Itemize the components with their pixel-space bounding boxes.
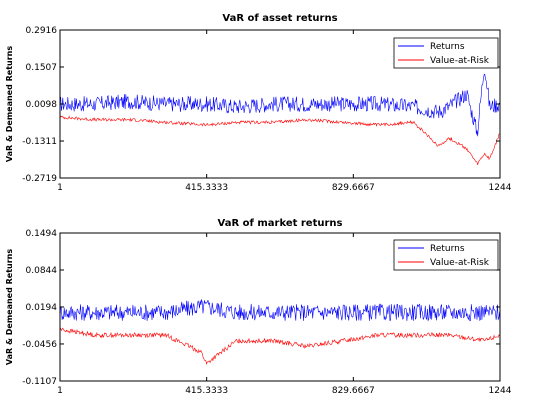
x-tick-label: 415.3333 <box>185 183 228 193</box>
legend-label-var: Value-at-Risk <box>430 56 490 66</box>
asset-returns-panel: VaR of asset returns VaR & Demeaned Retu… <box>5 13 512 193</box>
legend-box <box>393 37 499 69</box>
x-tick-label: 415.3333 <box>185 386 228 396</box>
legend: Returns Value-at-Risk <box>393 37 499 69</box>
x-tick-label: 1 <box>57 386 63 396</box>
y-tick-label: -0.2719 <box>22 174 57 184</box>
legend-label-returns: Returns <box>430 42 465 52</box>
y-tick-label: -0.0456 <box>22 340 57 350</box>
legend-label-returns: Returns <box>430 244 465 254</box>
x-tick-label: 1 <box>57 183 63 193</box>
var-line <box>59 327 500 365</box>
x-tick-label: 829.6667 <box>332 386 375 396</box>
y-tick-label: -0.1311 <box>22 137 57 147</box>
x-tick-label: 829.6667 <box>332 183 375 193</box>
returns-line <box>59 73 500 137</box>
series-layer <box>59 299 501 365</box>
y-tick-label: 0.0844 <box>26 266 58 276</box>
legend: Returns Value-at-Risk <box>393 239 499 271</box>
x-tick-label: 1244 <box>489 386 512 396</box>
var-line <box>59 115 500 165</box>
chart-title: VaR of asset returns <box>222 13 337 24</box>
legend-label-var: Value-at-Risk <box>430 258 490 268</box>
y-tick-label: 0.0194 <box>26 303 58 313</box>
y-tick-label: 0.1507 <box>26 63 58 73</box>
y-axis-label: VaR & Demeaned Returns <box>5 249 14 365</box>
market-returns-panel: VaR of market returns VaR & Demeaned Ret… <box>5 218 512 396</box>
y-tick-label: 0.0098 <box>26 100 58 110</box>
y-axis-label: VaR & Demeaned Returns <box>5 46 14 162</box>
chart-title: VaR of market returns <box>218 218 343 229</box>
y-tick-label: 0.2916 <box>26 26 58 36</box>
series-layer <box>59 64 501 165</box>
y-tick-label: 0.1494 <box>26 229 58 239</box>
returns-line <box>59 299 500 322</box>
y-tick-label: -0.1107 <box>22 377 57 387</box>
legend-box <box>393 239 499 271</box>
x-tick-label: 1244 <box>489 183 512 193</box>
